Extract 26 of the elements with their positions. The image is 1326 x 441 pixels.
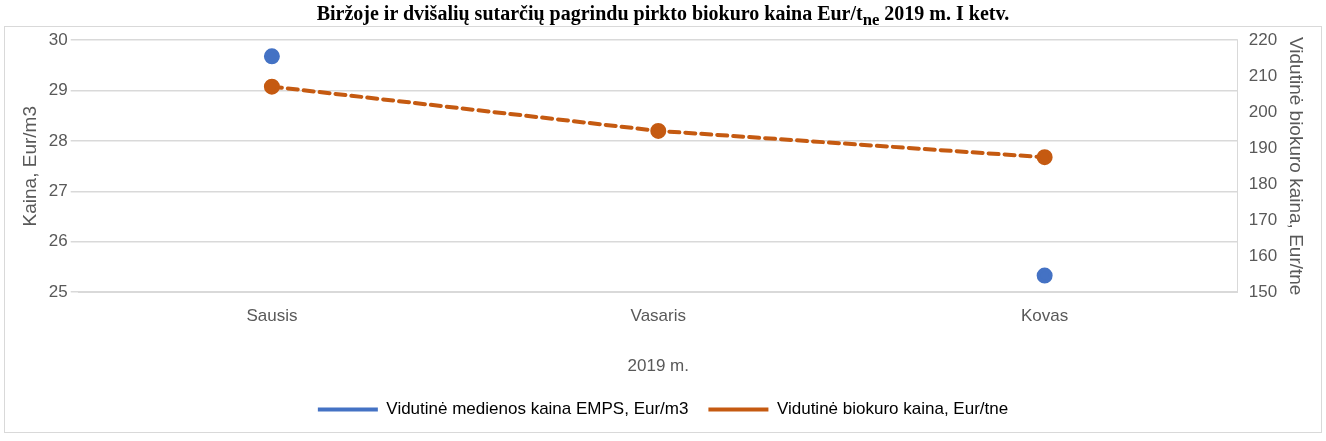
y2-tick-label: 220 [1248, 29, 1278, 49]
y-tick-label: 29 [48, 80, 68, 100]
y2-tick-label: 210 [1248, 65, 1278, 85]
y-tick-label: 27 [48, 181, 68, 201]
y2-tick-label: 170 [1248, 209, 1278, 229]
y-axis-title: Kaina, Eur/m3 [18, 106, 40, 227]
x-tick-label: Sausis [246, 306, 298, 326]
legend-label: Vidutinė medienos kaina EMPS, Eur/m3 [386, 399, 689, 419]
y2-tick-label: 190 [1248, 137, 1278, 157]
y-tick-label: 28 [48, 130, 68, 150]
x-tick-label: Kovas [1021, 306, 1069, 326]
y-tick-label: 30 [48, 29, 68, 49]
point [1036, 149, 1053, 166]
legend-label: Vidutinė biokuro kaina, Eur/tne [776, 399, 1009, 419]
point [263, 78, 280, 95]
y-tick-label: 26 [48, 231, 68, 251]
y2-axis-title: Vidutinė biokuro kaina, Eur/tne [1286, 36, 1308, 296]
chart-title: Biržoje ir dvišalių sutarčių pagrindu pirkto biokuro kaina Eur/t$_{ne}$ 2019 m. I ketv. [315, 1, 1011, 29]
x-tick-label: Vasaris [630, 306, 686, 326]
x-axis-title: 2019 m. [627, 356, 689, 376]
y2-tick-label: 150 [1248, 281, 1278, 301]
y2-tick-label: 160 [1248, 245, 1278, 265]
point [650, 122, 667, 139]
y2-tick-label: 200 [1248, 101, 1278, 121]
y-tick-label: 25 [48, 281, 68, 301]
y2-tick-label: 180 [1248, 173, 1278, 193]
